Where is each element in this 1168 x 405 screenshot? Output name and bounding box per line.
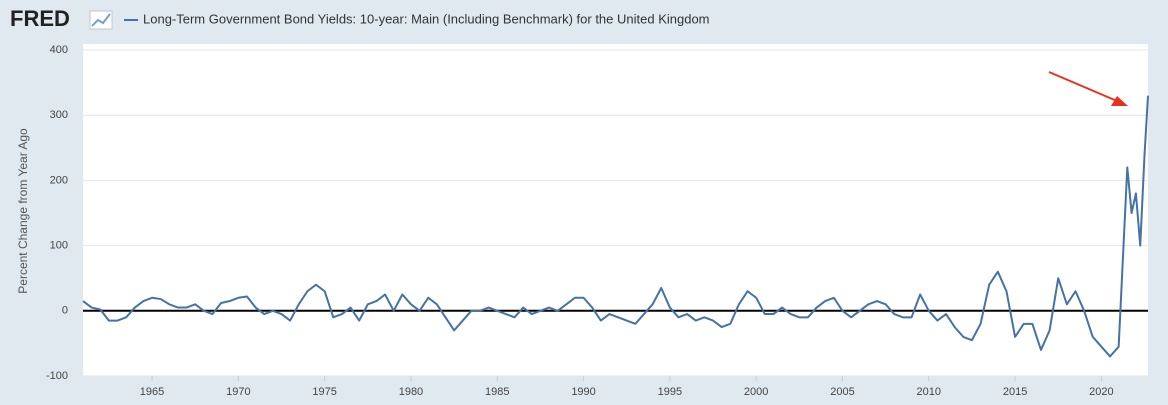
y-tick-label: 0: [62, 305, 68, 317]
x-tick-label: 2010: [917, 386, 941, 398]
logo: FRED: [10, 6, 70, 31]
plot-area: [83, 44, 1148, 376]
logo-icon: [89, 10, 113, 30]
x-tick-label: 1975: [312, 386, 336, 398]
x-tick-label: 1980: [399, 386, 423, 398]
y-tick-label: 300: [50, 109, 68, 121]
x-tick-label: 1985: [485, 386, 509, 398]
y-tick-label: 400: [50, 44, 68, 56]
x-tick-label: 2020: [1089, 386, 1113, 398]
legend-label: Long-Term Government Bond Yields: 10-yea…: [143, 11, 710, 26]
y-tick-label: 100: [50, 240, 68, 252]
annotation-arrow: [1048, 71, 1128, 106]
x-tick-label: 1965: [140, 386, 164, 398]
x-tick-label: 1990: [571, 386, 595, 398]
x-tick-label: 1995: [658, 386, 682, 398]
plot: -100 0 100 200 300 400 1965 1970 1975 1980 1985 199…: [46, 44, 1149, 398]
x-tick-label: 2000: [744, 386, 768, 398]
x-tick-label: 1970: [226, 386, 250, 398]
x-tick-label: 2005: [830, 386, 854, 398]
y-tick-label: -100: [46, 370, 68, 382]
y-tick-label: 200: [50, 174, 68, 186]
y-axis-label: Percent Change from Year Ago: [16, 128, 30, 294]
series-line: [82, 95, 1149, 358]
x-tick-label: 2015: [1003, 386, 1027, 398]
